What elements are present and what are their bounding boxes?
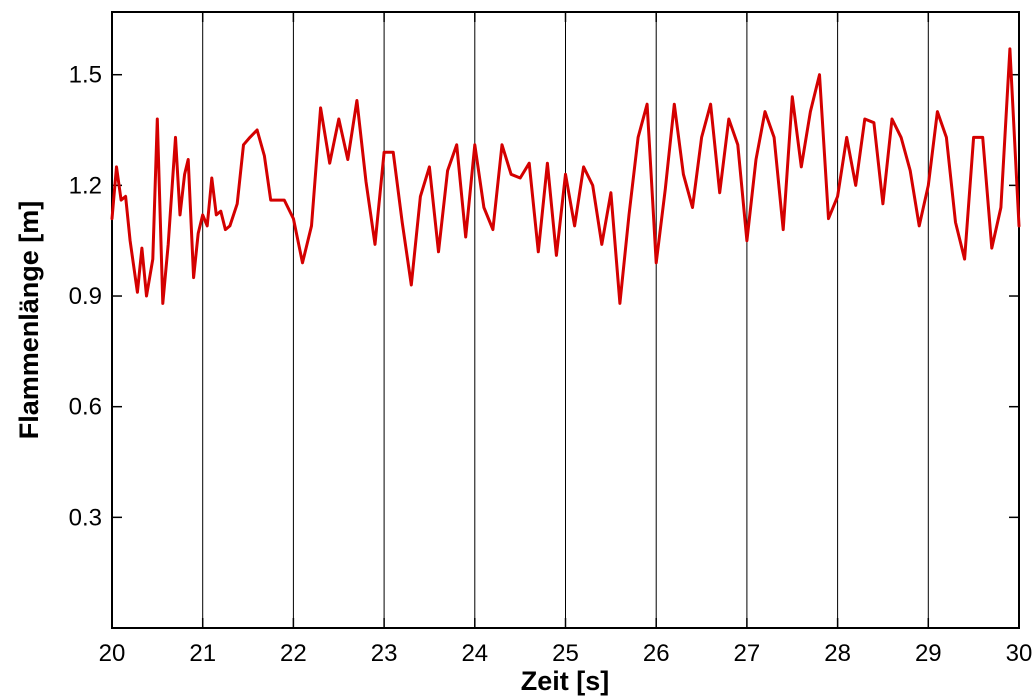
xtick-label-27: 27 [734,640,761,667]
ytick-label-0.6: 0.6 [69,394,102,421]
xtick-label-24: 24 [461,640,488,667]
xtick-label-23: 23 [371,640,398,667]
ytick-label-1.5: 1.5 [69,62,102,89]
y-tick-labels: 0.3 0.6 0.9 1.2 1.5 [69,62,102,532]
xtick-label-29: 29 [915,640,942,667]
xtick-label-22: 22 [280,640,307,667]
vertical-gridlines [202,12,929,628]
x-axis-label: Zeit [s] [521,666,610,696]
y-axis-label: Flammenlänge [m] [14,201,44,440]
ytick-label-0.3: 0.3 [69,504,102,531]
axis-ticks [111,12,1020,628]
x-tick-labels: 20 21 22 23 24 25 26 27 28 29 30 [99,640,1033,667]
xtick-label-28: 28 [824,640,851,667]
xtick-label-30: 30 [1006,640,1033,667]
xtick-label-26: 26 [643,640,670,667]
ytick-label-0.9: 0.9 [69,283,102,310]
ytick-label-1.2: 1.2 [69,172,102,199]
xtick-label-25: 25 [552,640,579,667]
series-line-flammenlaenge [110,47,1021,305]
xtick-label-21: 21 [189,640,216,667]
xtick-label-20: 20 [99,640,126,667]
